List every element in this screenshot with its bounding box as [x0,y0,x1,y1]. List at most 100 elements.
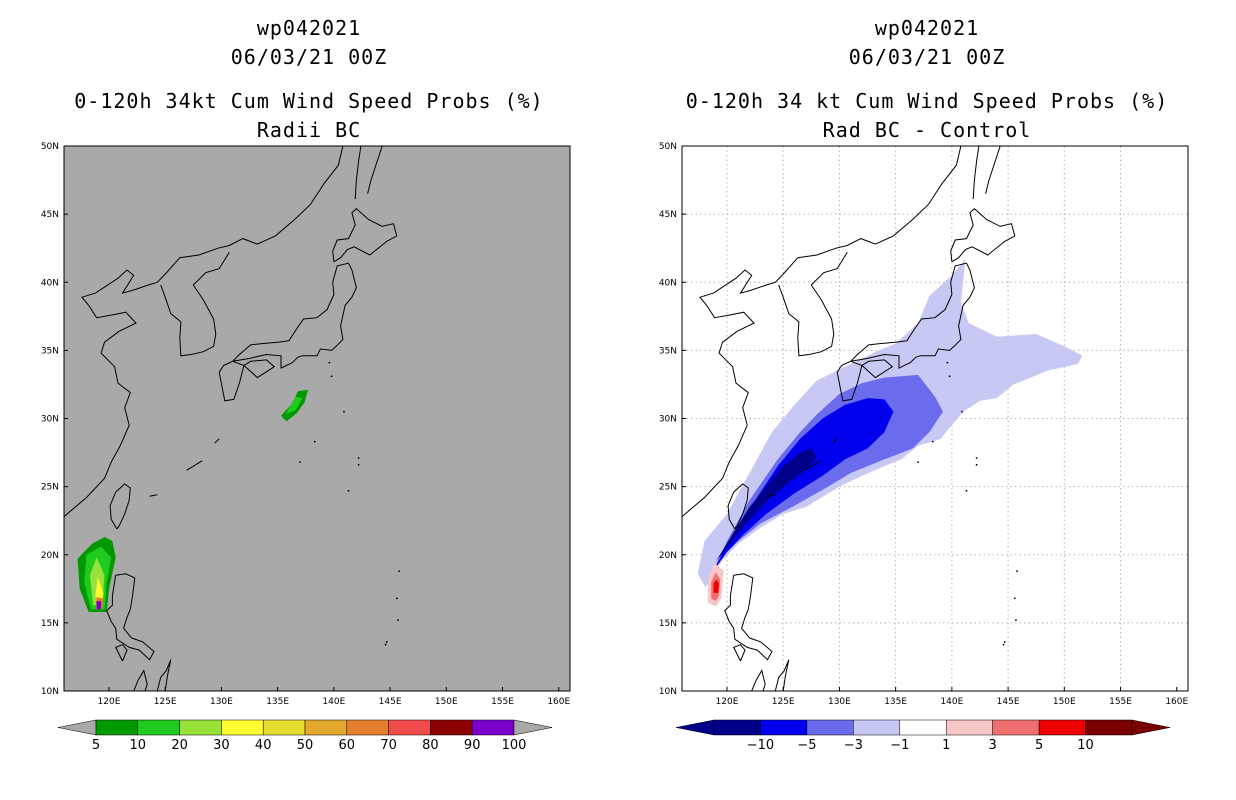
right-y-tick-label: 20N [659,551,677,561]
left-y-tick-label: 50N [41,142,59,152]
right-x-tick-label: 120E [716,697,739,707]
left-y-tick-label: 45N [41,210,59,220]
left-title-date: 06/03/21 00Z [230,45,388,69]
right-colorbar-swatch [992,719,1040,736]
right-colorbar-label: 10 [1077,738,1094,753]
left-islet [313,440,316,443]
right-coastline [778,252,848,357]
right-coastline [972,146,980,200]
left-colorbar-label: 50 [297,738,314,753]
left-islet [395,597,398,600]
left-colorbar-label: 20 [171,738,188,753]
right-title-storm: wp042021 [874,16,980,40]
left-islet [385,641,388,643]
left-coastline [243,359,276,379]
left-colorbar-swatch [262,719,306,736]
left-colorbar-label: 90 [464,738,481,753]
left-y-tick-label: 10N [41,687,59,697]
left-islet [343,410,345,413]
right-coastline [727,483,749,530]
left-colorbar-swatch [179,719,222,736]
left-y-tick-label: 40N [41,278,59,288]
right-coastline [751,669,766,691]
right-coastline [861,359,894,379]
left-coastline [218,360,245,402]
right-x-tick-label: 125E [772,697,795,707]
left-coastline [354,146,362,200]
left-islet [330,375,333,378]
left-islet [384,643,387,646]
right-map-plot: 120E 125E 130E 135E 140E 145E 150E 155E 160E 10N 1… [659,142,1189,753]
left-title-product: 0-120h 34kt Cum Wind Speed Probs (%) [74,89,544,113]
right-colorbar-label: −3 [844,738,863,753]
right-islet [961,410,963,413]
right-y-tick-label: 15N [659,619,677,629]
left-title-subtitle: Radii BC [256,118,362,142]
right-coastline [850,262,975,369]
right-colorbar-high-arrow [1131,719,1171,736]
left-x-tick-label: 155E [491,697,514,707]
left-colorbar-label: 40 [255,738,272,753]
left-colorbar-swatch [430,719,473,736]
left-colorbar-swatch [388,719,431,736]
left-colorbar-label: 60 [339,738,356,753]
left-colorbar-swatch [471,719,515,736]
right-islet [975,463,978,466]
right-colorbar-label: −5 [797,738,816,753]
right-islet [1015,619,1017,622]
left-colorbar-label: 100 [502,738,527,753]
left-islet [357,463,360,466]
right-x-tick-label: 130E [828,697,851,707]
left-coastline [332,208,398,263]
left-coastline [133,669,148,691]
left-colorbar-label: 10 [130,738,147,753]
right-coastline [733,644,746,662]
right-coastline [724,573,773,661]
left-colorbar-swatch [221,719,264,736]
left-colorbar-high-arrow [513,719,553,736]
right-islet [975,457,978,459]
right-colorbar-label: −1 [890,738,909,753]
right-contour-difference_swath-neg5 [712,398,894,573]
right-x-tick-label: 150E [1053,697,1076,707]
right-coastline [774,659,790,691]
right-islet [1002,643,1005,646]
right-colorbar-swatch [806,719,854,736]
left-islet [397,619,399,622]
right-coastline [804,460,821,471]
right-x-tick-label: 140E [940,697,963,707]
right-coastline [836,360,863,402]
right-coastline [985,146,1001,194]
right-islet [1003,641,1006,643]
right-colorbar-swatch [760,719,808,736]
right-x-tick-label: 135E [884,697,907,707]
right-x-tick-label: 145E [997,697,1020,707]
right-x-tick-label: 160E [1165,697,1188,707]
right-islet [948,375,951,378]
right-y-tick-label: 50N [659,142,677,152]
right-colorbar-swatch [853,719,901,736]
right-colorbar-swatch [945,719,993,736]
right-title-product: 0-120h 34 kt Cum Wind Speed Probs (%) [685,89,1169,113]
left-coastline [64,146,344,517]
left-x-tick-label: 125E [154,697,177,707]
right-colorbar-swatch [1085,719,1133,736]
right-islet [946,361,949,364]
right-islet [1013,597,1016,600]
right-y-tick-label: 25N [659,483,677,493]
right-y-tick-label: 10N [659,687,677,697]
left-islet [357,457,360,459]
right-colorbar-label: 5 [1035,738,1043,753]
left-colorbar-low-arrow [57,719,97,736]
left-colorbar-swatch [95,719,139,736]
right-islet [917,461,920,463]
left-coastline [160,252,230,357]
left-colorbar-label: 80 [422,738,439,753]
left-y-tick-label: 35N [41,346,59,356]
right-contour-positive_spot-5 [713,579,720,593]
left-x-tick-label: 120E [98,697,121,707]
left-coastline [109,483,131,530]
left-plot-background [64,146,570,691]
left-islet [347,489,350,492]
right-colorbar-swatch [899,719,947,736]
